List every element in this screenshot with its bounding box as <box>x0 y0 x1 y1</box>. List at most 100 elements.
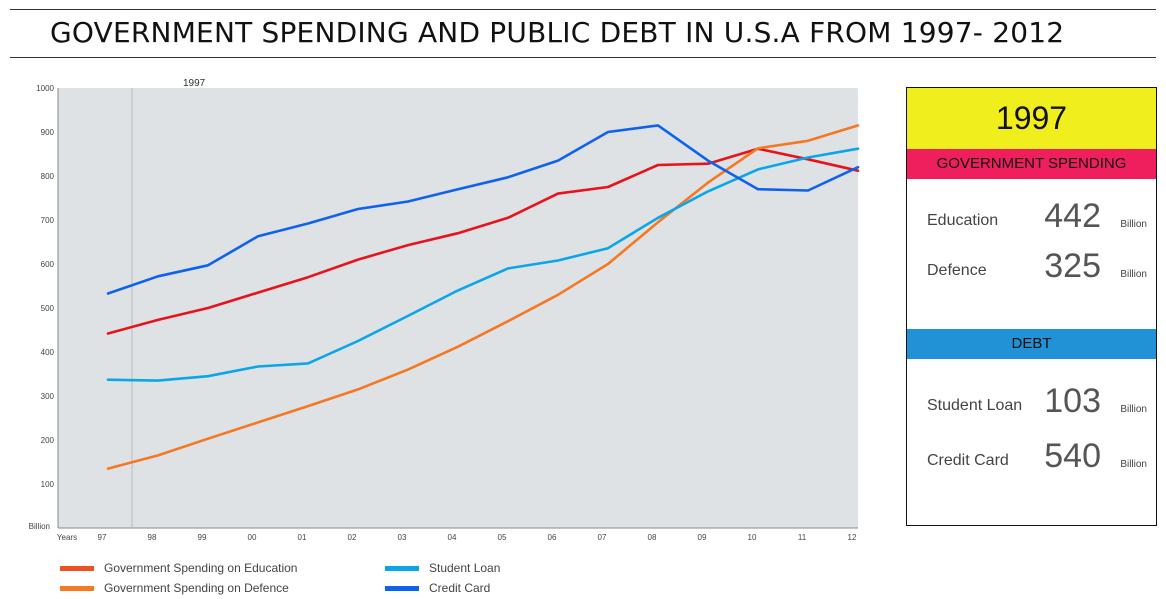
data-point-credit-card[interactable] <box>355 206 361 212</box>
data-point-education[interactable] <box>555 191 561 197</box>
year-detail-panel: 1997 GOVERNMENT SPENDING Education 442 B… <box>906 87 1157 526</box>
data-point-student-loan[interactable] <box>705 188 711 194</box>
x-tick-label: 01 <box>298 533 307 542</box>
data-point-student-loan[interactable] <box>855 146 861 152</box>
page-title: GOVERNMENT SPENDING AND PUBLIC DEBT IN U… <box>50 16 1065 49</box>
data-point-education[interactable] <box>505 215 511 221</box>
data-point-education[interactable] <box>155 317 161 323</box>
series-line-education[interactable] <box>106 147 860 335</box>
data-point-defence[interactable] <box>855 122 861 128</box>
data-point-defence[interactable] <box>805 138 811 144</box>
x-tick-label: 02 <box>348 533 357 542</box>
x-tick-label: 12 <box>848 533 857 542</box>
student-loan-row: Student Loan 103 Billion <box>927 381 1147 421</box>
data-point-student-loan[interactable] <box>605 245 611 251</box>
data-point-credit-card[interactable] <box>705 158 711 164</box>
data-point-credit-card[interactable] <box>205 262 211 268</box>
title-bottom-rule <box>10 57 1156 58</box>
credit-card-unit: Billion <box>1120 459 1147 470</box>
data-point-defence[interactable] <box>405 367 411 373</box>
y-axis-label: Billion <box>29 522 50 531</box>
x-tick-label: 06 <box>548 533 557 542</box>
defence-unit: Billion <box>1120 269 1147 280</box>
education-label: Education <box>927 212 999 229</box>
x-tick-label: 05 <box>498 533 507 542</box>
defence-label: Defence <box>927 262 987 279</box>
data-point-education[interactable] <box>255 290 261 296</box>
data-point-education[interactable] <box>305 274 311 280</box>
education-unit: Billion <box>1120 219 1147 230</box>
x-tick-label: 11 <box>798 533 807 542</box>
data-point-student-loan[interactable] <box>555 257 561 263</box>
data-point-student-loan[interactable] <box>305 360 311 366</box>
student-loan-unit: Billion <box>1120 404 1147 415</box>
data-point-defence[interactable] <box>355 386 361 392</box>
data-point-credit-card[interactable] <box>755 186 761 192</box>
series-line-student-loan[interactable] <box>106 147 860 382</box>
data-point-student-loan[interactable] <box>755 166 761 172</box>
series-line-defence[interactable] <box>106 124 860 470</box>
data-point-credit-card[interactable] <box>655 122 661 128</box>
y-tick-label: 300 <box>41 392 55 401</box>
x-tick-label: 97 <box>98 533 107 542</box>
data-point-student-loan[interactable] <box>455 287 461 293</box>
data-point-credit-card[interactable] <box>855 164 861 170</box>
data-point-student-loan[interactable] <box>105 377 111 383</box>
y-tick-label: 900 <box>41 128 55 137</box>
data-point-student-loan[interactable] <box>405 313 411 319</box>
data-point-student-loan[interactable] <box>205 373 211 379</box>
data-point-student-loan[interactable] <box>355 338 361 344</box>
data-point-defence[interactable] <box>555 292 561 298</box>
legend-label-credit-card: Credit Card <box>429 581 491 595</box>
data-point-education[interactable] <box>105 331 111 337</box>
data-point-credit-card[interactable] <box>805 188 811 194</box>
data-point-student-loan[interactable] <box>155 378 161 384</box>
legend-swatch-education <box>60 566 94 571</box>
data-point-defence[interactable] <box>605 261 611 267</box>
data-point-education[interactable] <box>405 242 411 248</box>
x-tick-label: 98 <box>148 533 157 542</box>
data-point-defence[interactable] <box>705 180 711 186</box>
data-point-education[interactable] <box>455 230 461 236</box>
data-point-defence[interactable] <box>305 403 311 409</box>
data-point-credit-card[interactable] <box>255 233 261 239</box>
data-point-defence[interactable] <box>105 466 111 472</box>
data-point-student-loan[interactable] <box>255 364 261 370</box>
data-point-student-loan[interactable] <box>655 215 661 221</box>
data-point-defence[interactable] <box>455 344 461 350</box>
x-tick-label: 00 <box>248 533 257 542</box>
student-loan-label: Student Loan <box>927 397 1023 414</box>
data-point-credit-card[interactable] <box>405 199 411 205</box>
data-point-education[interactable] <box>605 184 611 190</box>
data-point-defence[interactable] <box>255 419 261 425</box>
data-point-student-loan[interactable] <box>805 155 811 161</box>
data-point-student-loan[interactable] <box>505 265 511 271</box>
legend-swatch-credit-card <box>385 586 419 591</box>
data-point-education[interactable] <box>355 257 361 263</box>
data-point-education[interactable] <box>655 162 661 168</box>
data-point-credit-card[interactable] <box>555 158 561 164</box>
data-point-defence[interactable] <box>205 436 211 442</box>
series-line-credit-card[interactable] <box>106 124 860 295</box>
credit-card-label: Credit Card <box>927 452 1009 469</box>
x-tick-label: 04 <box>448 533 457 542</box>
data-point-credit-card[interactable] <box>155 273 161 279</box>
legend-swatch-defence <box>60 586 94 591</box>
legend-label-education: Government Spending on Education <box>104 561 298 575</box>
y-tick-label: 700 <box>41 216 55 225</box>
legend-label-defence: Government Spending on Defence <box>104 581 289 595</box>
spending-header: GOVERNMENT SPENDING <box>907 149 1156 179</box>
y-tick-label: 800 <box>41 172 55 181</box>
credit-card-row: Credit Card 540 Billion <box>927 436 1147 476</box>
data-point-credit-card[interactable] <box>455 186 461 192</box>
data-point-defence[interactable] <box>155 452 161 458</box>
data-point-credit-card[interactable] <box>105 290 111 296</box>
line-chart[interactable]: 19971002003004005006007008009001000Billi… <box>0 70 880 550</box>
data-point-credit-card[interactable] <box>305 221 311 227</box>
data-point-credit-card[interactable] <box>505 174 511 180</box>
x-axis-label: Years <box>57 533 77 542</box>
data-point-defence[interactable] <box>755 145 761 151</box>
data-point-education[interactable] <box>205 305 211 311</box>
data-point-defence[interactable] <box>505 318 511 324</box>
data-point-credit-card[interactable] <box>605 129 611 135</box>
